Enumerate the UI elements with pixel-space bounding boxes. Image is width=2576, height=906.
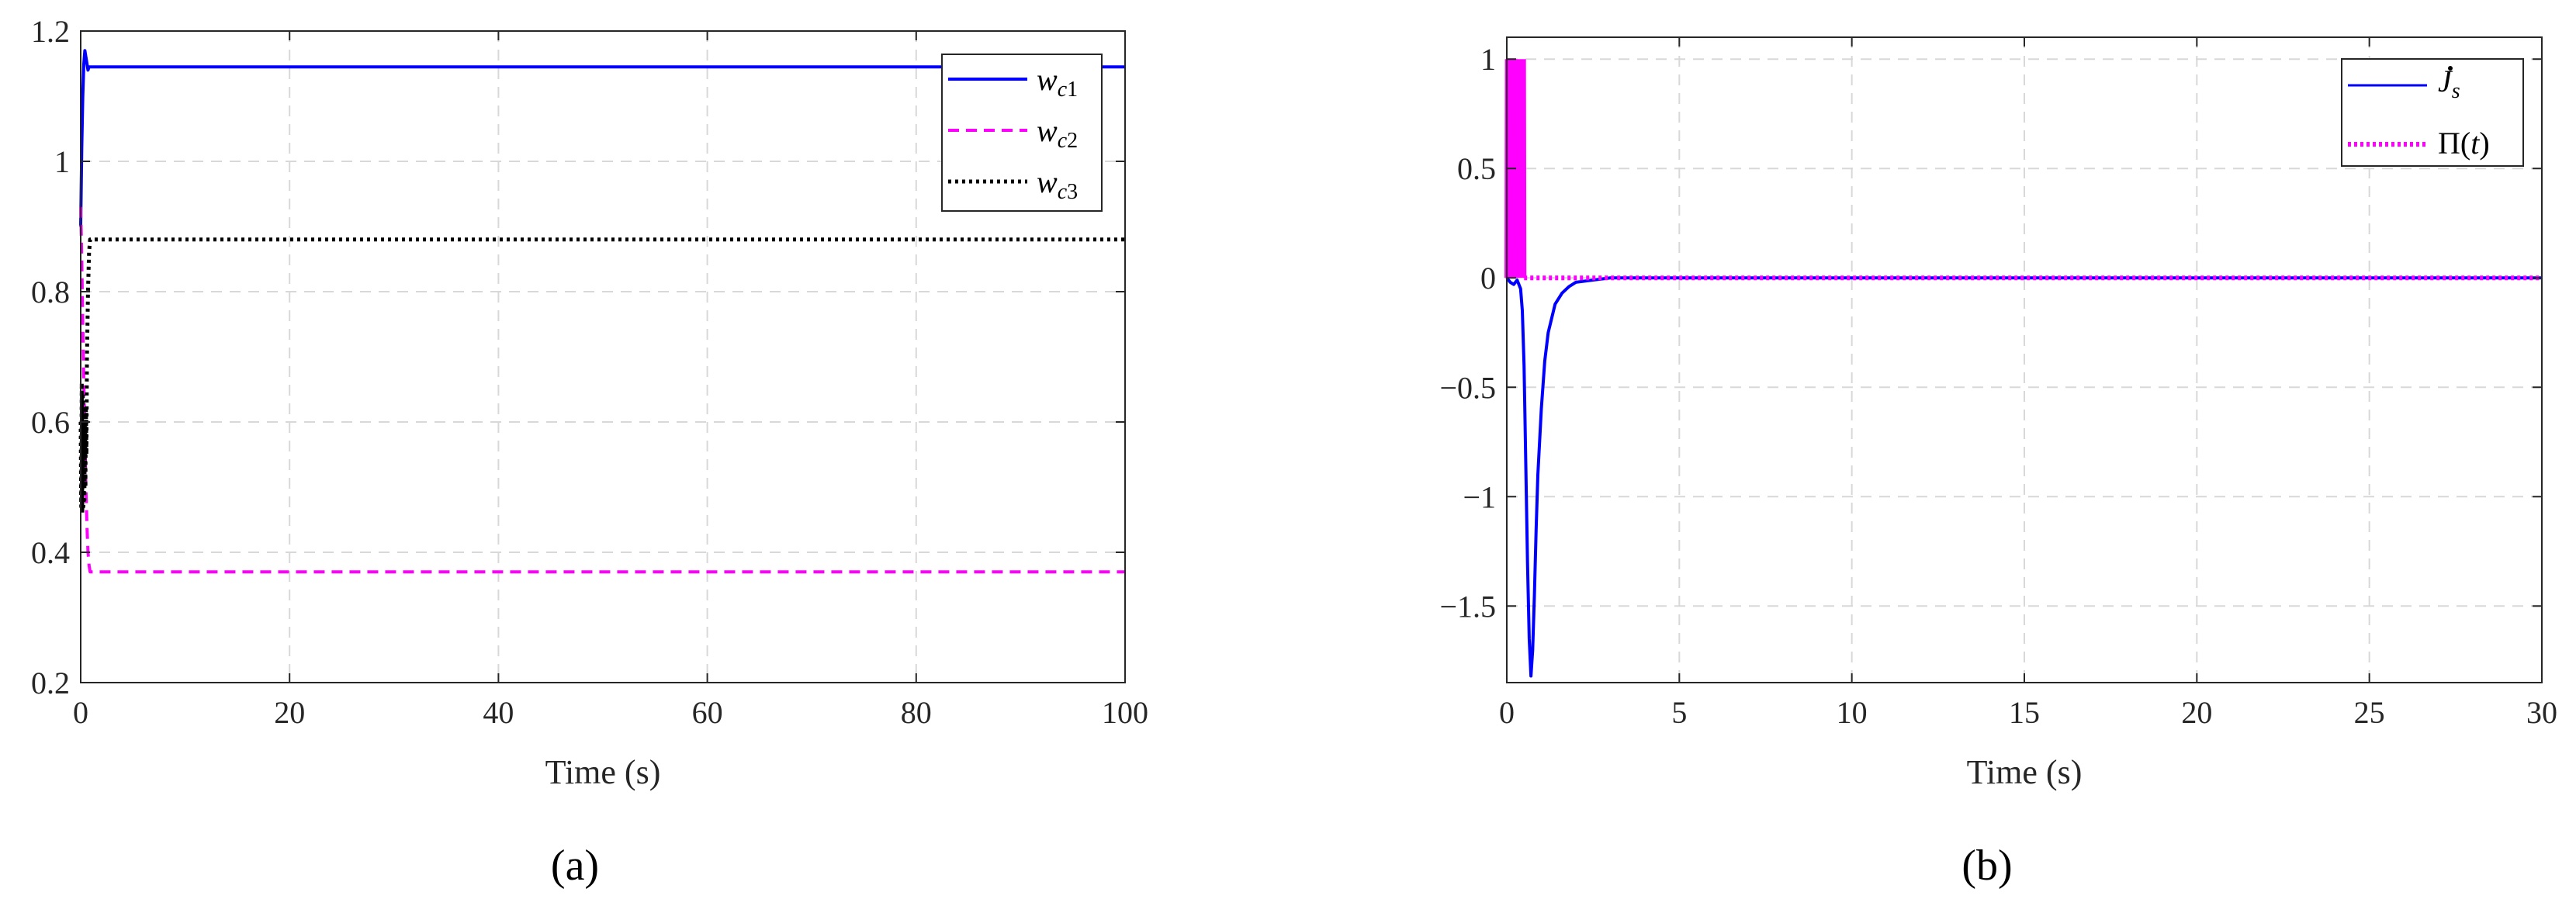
y-tick-label: −0.5 — [1439, 370, 1496, 405]
legend-box-b — [2341, 58, 2524, 167]
y-tick-label: 0.8 — [31, 275, 70, 309]
y-tick-label: 0.2 — [31, 666, 70, 700]
y-tick-label: 0.5 — [1457, 151, 1496, 186]
x-tick-label: 5 — [1671, 695, 1687, 730]
legend-js-dot — [2448, 66, 2453, 71]
legend-label-wc2: wc2 — [1037, 113, 1078, 153]
x-axis-label-b: Time (s) — [1967, 753, 2083, 791]
grid-a — [81, 31, 1125, 683]
x-tick-label: 25 — [2354, 695, 2385, 730]
series-line-0-1 — [79, 206, 1125, 574]
caption-b: (b) — [1961, 842, 2012, 890]
series-a — [78, 49, 1125, 574]
x-tick-label: 0 — [73, 695, 88, 730]
x-tick-label: 100 — [1102, 695, 1148, 730]
legend-b: Js Π(t) — [2341, 58, 2524, 167]
y-tick-label: 1 — [54, 144, 70, 179]
caption-a: (a) — [551, 842, 599, 890]
y-tick-label: 1.2 — [31, 14, 70, 49]
y-tick-label: 0.6 — [31, 405, 70, 440]
x-axis-label-a: Time (s) — [545, 753, 661, 791]
series-line-0-0 — [79, 49, 1125, 227]
y-tick-label: −1.5 — [1439, 589, 1496, 624]
x-tick-label: 10 — [1837, 695, 1868, 730]
chart-b: 0 5 10 15 20 25 30 −1.5 −1 −0.5 0 0.5 1 Time (s) (b)… — [1439, 36, 2557, 890]
x-tick-label: 20 — [274, 695, 305, 730]
legend-a: wc1 wc2 wc3 — [941, 54, 1103, 212]
x-tick-label: 40 — [483, 695, 514, 730]
legend-label-wc1: wc1 — [1037, 62, 1078, 102]
x-tick-label: 60 — [692, 695, 723, 730]
y-tick-label: 0.4 — [31, 535, 70, 570]
chart-a: 0 20 40 60 80 100 0.2 0.4 0.6 0.8 1 1.2 Time (s) (a… — [31, 14, 1148, 890]
series-line-1-0 — [1505, 276, 2542, 678]
legend-label-pi: Π(t) — [2438, 126, 2490, 161]
x-tick-label: 30 — [2526, 695, 2557, 730]
ticks-a: 0 20 40 60 80 100 0.2 0.4 0.6 0.8 1 1.2 — [31, 14, 1148, 730]
y-tick-label: 0 — [1480, 261, 1496, 296]
ticks-b: 0 5 10 15 20 25 30 −1.5 −1 −0.5 0 0.5 1 — [1439, 37, 2557, 730]
x-tick-label: 20 — [2181, 695, 2212, 730]
series-line-0-2 — [78, 237, 1125, 516]
y-tick-label: −1 — [1463, 479, 1496, 514]
y-tick-label: 1 — [1480, 42, 1496, 77]
x-tick-label: 0 — [1499, 695, 1515, 730]
axes-box-a — [80, 30, 1126, 683]
x-tick-label: 15 — [2009, 695, 2040, 730]
x-tick-label: 80 — [901, 695, 932, 730]
